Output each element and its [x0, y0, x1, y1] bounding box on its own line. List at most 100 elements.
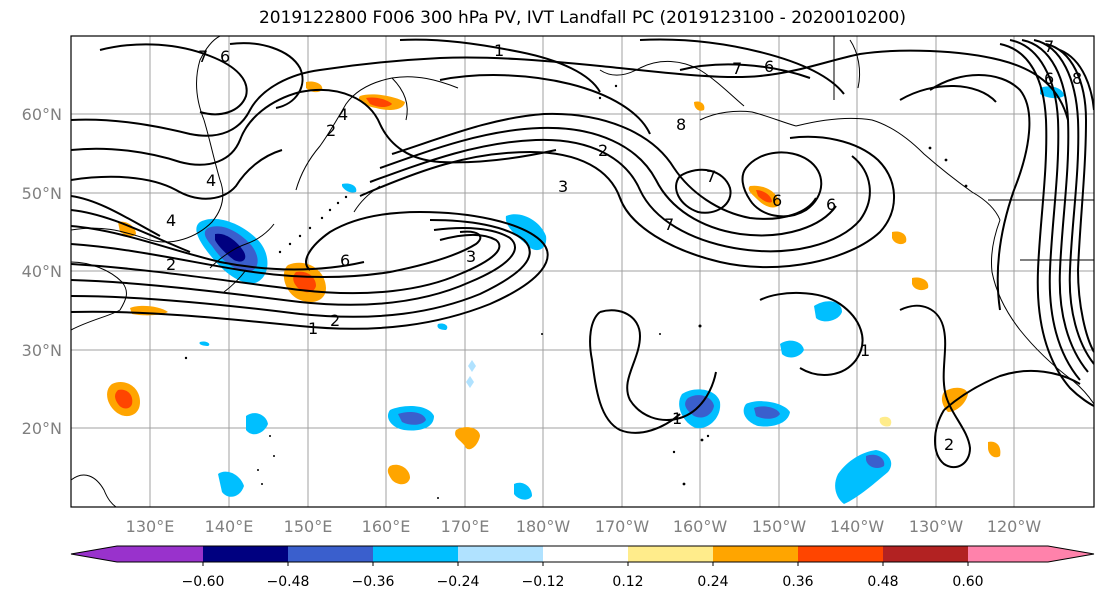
pv-contour-main-1: [71, 211, 549, 330]
shade-small-pos-6: [455, 427, 480, 450]
pv-contour-north-7: [439, 74, 651, 135]
pv-contour-north-5: [229, 42, 304, 109]
contour-label-22: 1: [860, 341, 870, 360]
lon-label-130e: 130°E: [126, 517, 175, 536]
contour-label-18: 6: [826, 195, 836, 214]
pv-contour-main-8: [71, 195, 161, 237]
pv-contour-ring-south-1: [599, 309, 717, 421]
pv-contour-ring-ne: [741, 151, 823, 218]
contour-label-21: 1: [672, 409, 682, 428]
lon-label-170e: 170°E: [441, 517, 490, 536]
pv-contour-south-2: [589, 311, 681, 434]
shade-small-pos-8: [912, 277, 929, 291]
pv-contour-north-9: [679, 63, 811, 79]
shade-sub-neg-2-core: [398, 412, 426, 425]
shade-neg-small-3: [246, 413, 268, 435]
colorbar-tick-7: 0.24: [697, 574, 728, 590]
shade-small-pos-1: [118, 221, 136, 237]
colorbar-cell-7: [628, 546, 713, 562]
pv-contour-labels: 1 2 3 4 2 6 7 6 1 7 6 2 2 4 3 7 6 6 7 4 …: [166, 37, 1082, 454]
pv-contour-north-4: [99, 43, 248, 116]
contour-label-8: 6: [220, 47, 230, 66]
shade-small-pos-7: [892, 231, 907, 245]
contour-label-27: 8: [676, 115, 686, 134]
contour-label-5: 2: [166, 255, 176, 274]
contour-label-4: 4: [166, 211, 176, 230]
pv-contour-north-3: [71, 149, 283, 200]
pv-contour-south-4: [899, 304, 972, 469]
lat-label-60n: 60°N: [22, 105, 62, 124]
colorbar-tick-9: 0.48: [867, 574, 898, 590]
pv-contour-south-5: [943, 370, 1081, 411]
shade-japan-negative-peak: [215, 233, 246, 262]
shade-neg-small-9: [468, 360, 476, 372]
colorbar-tick-1: −0.60: [182, 574, 225, 590]
contour-label-25: 6: [1044, 69, 1054, 88]
lon-label-130w: 130°W: [909, 517, 964, 536]
islands: [184, 84, 968, 499]
pv-contour-east-2: [1009, 39, 1081, 381]
coastlines: [71, 36, 1094, 507]
shade-small-pos-3-core: [366, 97, 392, 107]
colorbar-tick-2: −0.48: [267, 574, 310, 590]
contour-label-23: 2: [944, 435, 954, 454]
shade-small-pos-10: [988, 441, 1001, 458]
pv-contour-east-1: [999, 43, 1094, 407]
colorbar-tick-6: 0.12: [612, 574, 643, 590]
colorbar-outline: [70, 545, 1095, 563]
pv-contour-main-3: [71, 227, 516, 306]
lon-label-120w: 120°W: [987, 517, 1042, 536]
pv-contour-east-7: [929, 74, 1031, 311]
contour-label-1: 1: [308, 319, 318, 338]
lat-label-30n: 30°N: [22, 341, 62, 360]
contour-label-13: 2: [326, 121, 336, 140]
colorbar-extend-low: [71, 546, 117, 562]
pv-contour-main-6: [71, 225, 365, 271]
shade-neg-small-10: [466, 376, 474, 388]
pv-contour-east-3: [1021, 39, 1089, 373]
colorbar-cell-9: [798, 546, 883, 562]
pv-contour-north-6: [399, 38, 601, 93]
shade-ne-pos-core: [756, 190, 772, 203]
pv-contour-arc-5: [391, 112, 817, 220]
colorbar: −0.60 −0.48 −0.36 −0.24 −0.12 0.12 0.24 …: [70, 545, 1095, 590]
shade-small-pos-11: [879, 416, 892, 427]
chart-title: 2019122800 F006 300 hPa PV, IVT Landfall…: [258, 8, 906, 28]
shade-neg-small-1: [780, 340, 804, 358]
pv-contour-east-6: [1059, 49, 1094, 111]
colorbar-cell-6: [543, 546, 628, 562]
colorbar-extend-high: [1048, 546, 1094, 562]
lon-label-150w: 150°W: [752, 517, 807, 536]
contour-label-24: 8: [1072, 69, 1082, 88]
shade-neg-small-5: [514, 482, 532, 500]
lat-label-20n: 20°N: [22, 419, 62, 438]
contour-label-19: 7: [664, 215, 674, 234]
contour-label-17: 6: [772, 191, 782, 210]
colorbar-tick-4: −0.24: [437, 574, 480, 590]
contour-label-9: 1: [494, 41, 504, 60]
colorbar-cell-3: [288, 546, 373, 562]
contour-label-14: 4: [338, 105, 348, 124]
pv-contour-east-8: [899, 84, 997, 103]
pv-contour-main-4: [71, 233, 501, 295]
map-frame: [70, 35, 1095, 508]
pv-contour-main-5: [71, 230, 482, 279]
lon-label-140e: 140°E: [205, 517, 254, 536]
colorbar-cell-4: [373, 546, 458, 562]
pv-contour-north-8: [639, 38, 845, 95]
contour-label-11: 6: [764, 57, 774, 76]
shade-neg-140w-core: [866, 454, 885, 468]
pv-contour-main-2: [71, 219, 531, 318]
shade-neg-small-2: [814, 301, 842, 322]
pv-contour-south-3: [759, 292, 864, 376]
shade-small-pos-12: [694, 101, 705, 111]
contour-label-16: 7: [706, 167, 716, 186]
colorbar-cell-5: [458, 546, 543, 562]
shade-neg-150w-core: [754, 406, 780, 419]
pv-contour-arc-3: [369, 138, 871, 253]
pv-contours: [71, 38, 1094, 469]
colorbar-cell-11: [968, 546, 1048, 562]
pv-contour-east-4: [1033, 39, 1094, 365]
longitude-labels: 130°E 140°E 150°E 160°E 170°E 180°W 170°…: [126, 517, 1042, 536]
